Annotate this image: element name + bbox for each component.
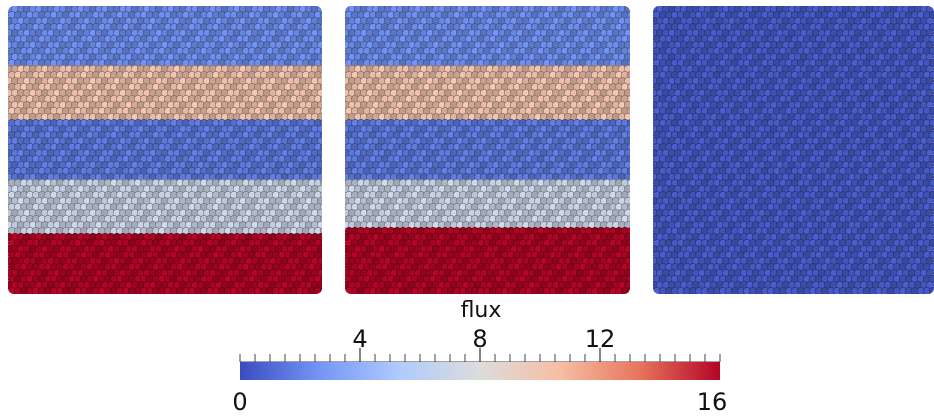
flux-band-1 xyxy=(653,6,934,294)
particle-grid-middle xyxy=(345,6,630,294)
flux-band-2 xyxy=(8,64,322,122)
flux-band-4 xyxy=(8,178,322,236)
flux-band-5 xyxy=(345,226,630,294)
colorbar-gradient xyxy=(240,362,720,380)
flux-panel-right xyxy=(653,6,934,294)
colorbar-max-label: 16 xyxy=(696,388,728,416)
colorbar-tick-label: 12 xyxy=(584,325,616,353)
flux-band-1 xyxy=(8,6,322,68)
colorbar-tick-label: 8 xyxy=(472,325,488,353)
flux-band-2 xyxy=(345,64,630,122)
colorbar-tick-label: 4 xyxy=(352,325,368,353)
colorbar xyxy=(239,348,721,380)
flux-panel-middle xyxy=(345,6,630,294)
flux-panel-left xyxy=(8,6,322,294)
particle-grid-left xyxy=(8,6,322,294)
colorbar-title: flux xyxy=(460,298,502,323)
flux-band-5 xyxy=(8,232,322,294)
flux-band-3 xyxy=(8,118,322,182)
particle-grid-right xyxy=(653,6,934,294)
flux-band-1 xyxy=(345,6,630,68)
colorbar-min-label: 0 xyxy=(232,388,248,416)
flux-band-3 xyxy=(345,118,630,182)
flux-band-4 xyxy=(345,178,630,230)
